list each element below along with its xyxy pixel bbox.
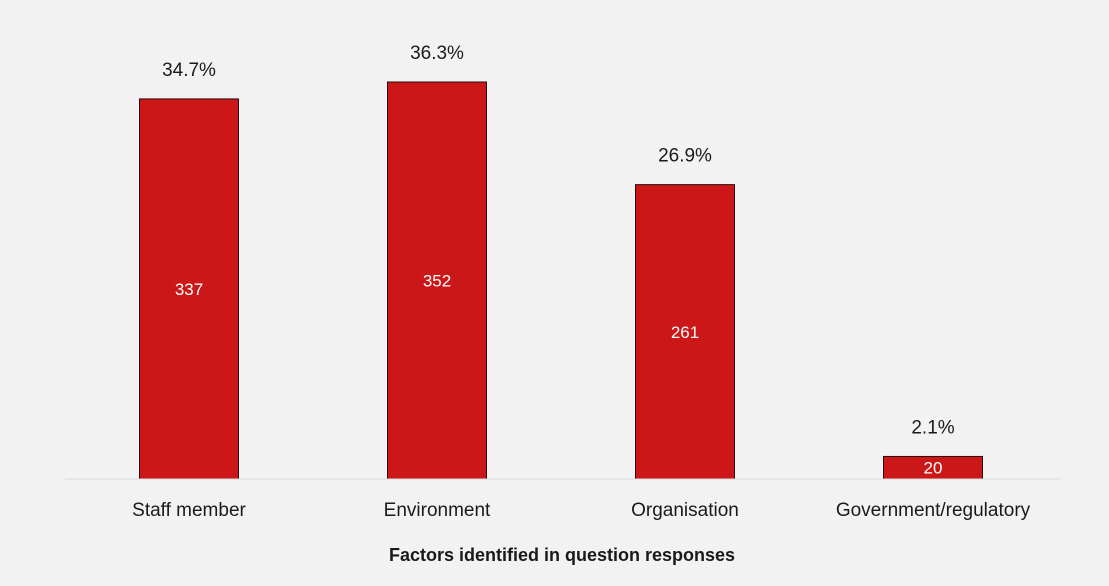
tick-label-staff-member: Staff member bbox=[132, 500, 246, 521]
bars-layer: 337 34.7% 352 36.3% 261 26.9% 20 2.1% bbox=[139, 43, 983, 480]
bar-value-label-government-regulatory: 20 bbox=[924, 459, 943, 478]
tick-label-organisation: Organisation bbox=[631, 500, 739, 521]
x-axis-title: Factors identified in question responses bbox=[389, 545, 735, 565]
bar-value-label-staff-member: 337 bbox=[175, 280, 203, 299]
tick-labels-layer: Staff member Environment Organisation Gover… bbox=[132, 500, 1031, 521]
bar-percent-label-environment: 36.3% bbox=[410, 43, 464, 64]
bar-value-label-environment: 352 bbox=[423, 272, 451, 291]
bar-organisation bbox=[635, 184, 735, 480]
bar-value-label-organisation: 261 bbox=[671, 323, 699, 342]
bar-percent-label-staff-member: 34.7% bbox=[162, 60, 216, 81]
bar-environment bbox=[387, 81, 487, 480]
bar-percent-label-government-regulatory: 2.1% bbox=[911, 417, 954, 438]
bar-percent-label-organisation: 26.9% bbox=[658, 146, 712, 167]
tick-label-environment: Environment bbox=[384, 500, 491, 521]
bar-staff-member bbox=[139, 98, 239, 480]
tick-label-government-regulatory: Government/regulatory bbox=[836, 500, 1031, 521]
